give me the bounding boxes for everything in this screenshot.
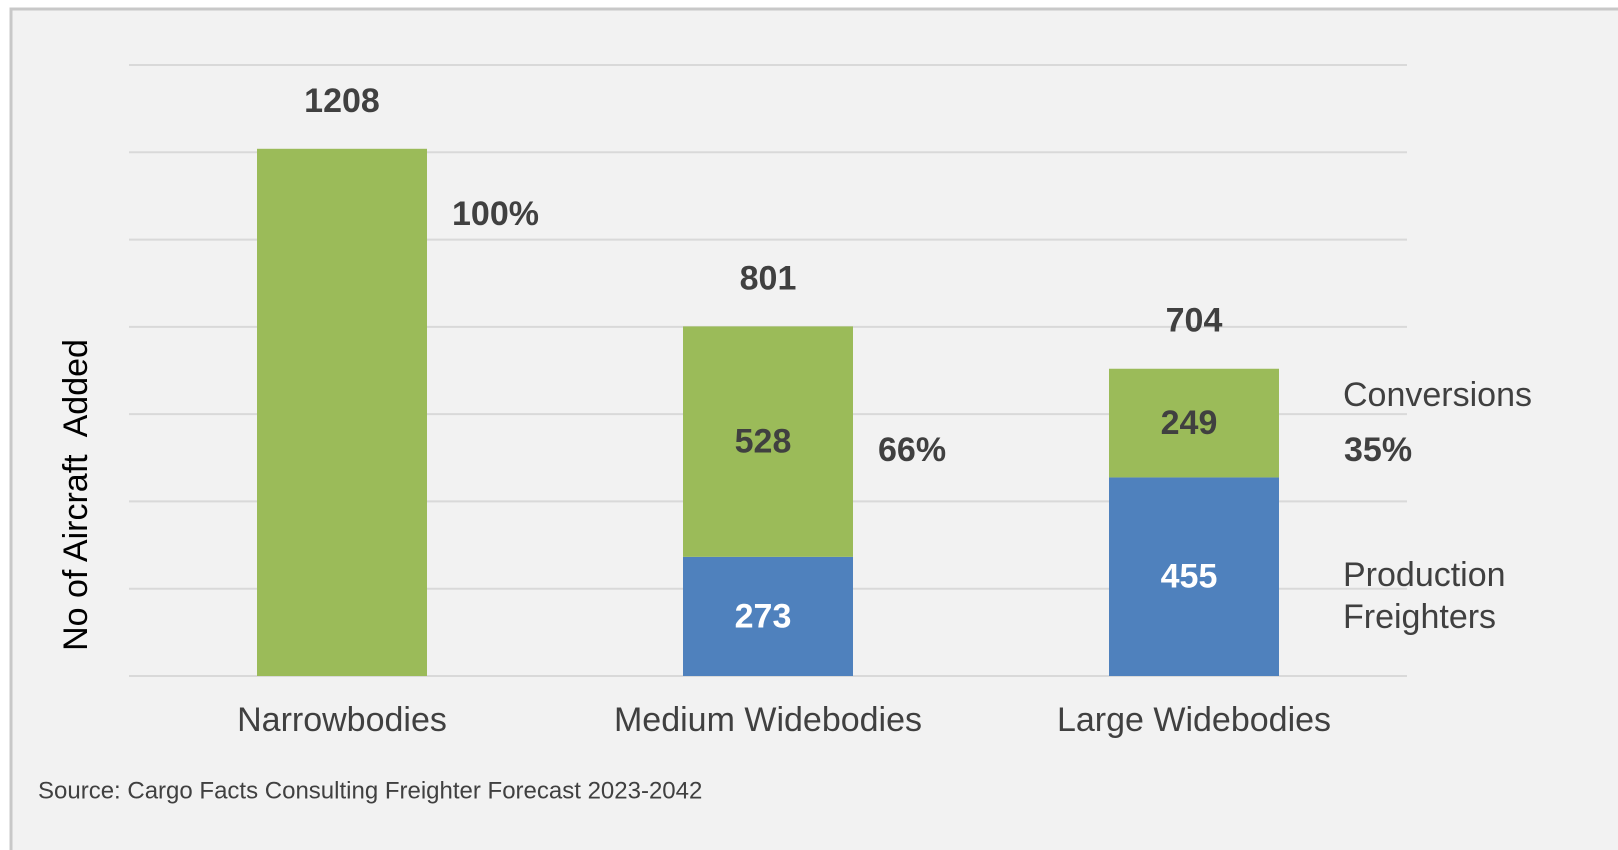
- bar-segment: [1109, 368, 1279, 478]
- share-label: 66%: [878, 431, 946, 469]
- data-label: 455: [1161, 558, 1218, 596]
- total-label: 704: [1166, 302, 1223, 340]
- bar-segment: [683, 556, 853, 676]
- share-label: 35%: [1344, 431, 1412, 469]
- legend-entry: Conversions: [1343, 376, 1532, 414]
- data-label: 528: [735, 423, 792, 461]
- legend-entry: Production Freighters: [1343, 556, 1506, 636]
- share-label: 100%: [452, 195, 539, 233]
- total-label: 801: [740, 259, 797, 297]
- y-axis-label: No of Aircraft Added: [57, 339, 95, 651]
- x-tick-label: Large Widebodies: [1057, 701, 1331, 739]
- bar-segment: [1109, 477, 1279, 676]
- source: Source: Cargo Facts Consulting Freighter…: [38, 777, 702, 804]
- data-label: 249: [1161, 404, 1218, 442]
- bar-segment: [683, 326, 853, 557]
- x-tick-label: Medium Widebodies: [614, 701, 922, 739]
- data-label: 273: [735, 597, 792, 635]
- total-label: 1208: [304, 82, 380, 120]
- bar-segment: [257, 148, 427, 676]
- x-tick-label: Narrowbodies: [237, 701, 447, 739]
